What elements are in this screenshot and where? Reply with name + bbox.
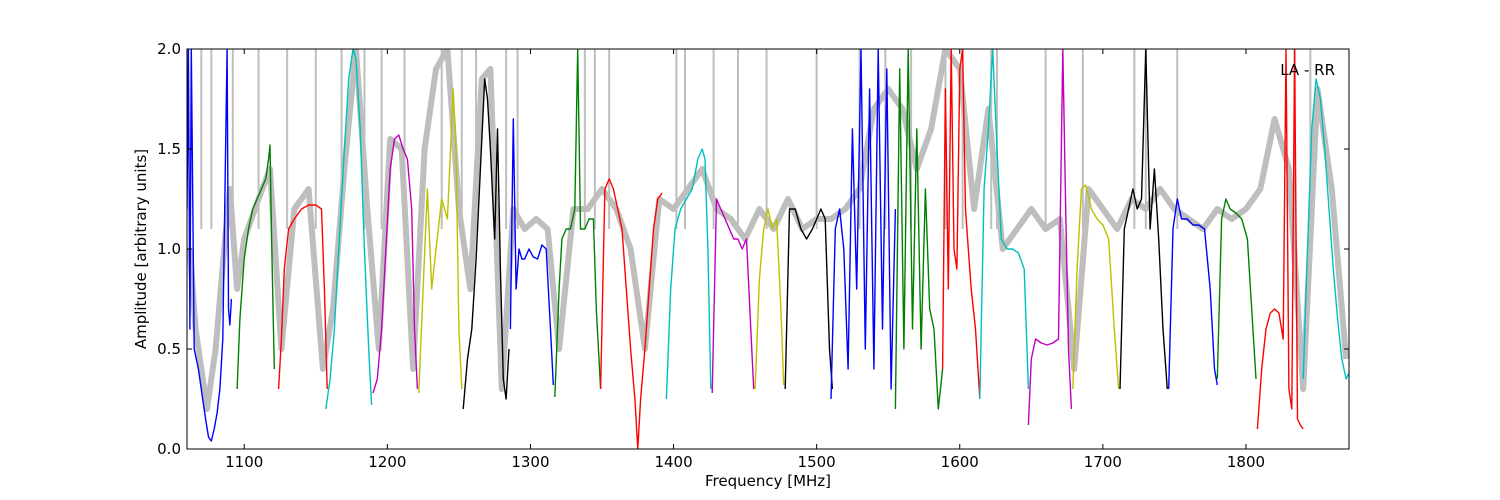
y-tick-label: 1.0 <box>157 240 181 258</box>
series-line-20 <box>1072 184 1120 390</box>
series-line-1 <box>187 49 233 442</box>
y-tick-label: 1.5 <box>157 140 181 158</box>
series-line-11 <box>665 148 712 400</box>
series-line-6 <box>418 88 463 394</box>
x-tick-label: 1400 <box>654 453 692 471</box>
series-line-21 <box>1119 49 1168 390</box>
series-line-15 <box>830 49 897 400</box>
x-tick-label: 1600 <box>941 453 979 471</box>
panel-annotation: LA - RR <box>1280 61 1335 79</box>
ticks-layer: 1100 1200 1300 1400 1500 1600 1700 1800 0.0 0.5 1.… <box>157 40 1349 471</box>
series-line-2 <box>236 144 275 390</box>
series-line-10 <box>599 178 663 449</box>
series-line-5 <box>372 134 419 394</box>
x-tick-label: 1200 <box>368 453 406 471</box>
series-line-18 <box>979 49 1030 400</box>
x-axis-label: Frequency [MHz] <box>705 472 831 490</box>
series-line-14 <box>784 208 834 390</box>
data-layer <box>187 49 1349 449</box>
x-tick-label: 1100 <box>225 453 263 471</box>
x-tick-label: 1800 <box>1227 453 1265 471</box>
x-tick-label: 1500 <box>798 453 836 471</box>
series-line-3 <box>277 204 328 390</box>
series-line-9 <box>554 49 602 398</box>
series-line-23 <box>1216 198 1257 380</box>
series-line-12 <box>711 198 755 394</box>
y-axis-label: Amplitude [arbitrary units] <box>132 149 150 349</box>
series-line-19 <box>1027 49 1073 426</box>
y-tick-label: 2.0 <box>157 40 181 58</box>
series-line-24 <box>1256 49 1304 430</box>
series-line-4 <box>325 49 373 410</box>
series-line-22 <box>1168 198 1218 390</box>
series-line-25 <box>1302 78 1349 380</box>
x-tick-label: 1300 <box>511 453 549 471</box>
x-tick-label: 1700 <box>1084 453 1122 471</box>
series-line-8 <box>509 118 554 386</box>
series-line-7 <box>462 78 510 410</box>
series-line-17 <box>941 49 981 400</box>
y-tick-label: 0.5 <box>157 340 181 358</box>
y-tick-label: 0.0 <box>157 440 181 458</box>
series-line-16 <box>894 49 944 410</box>
series-line-13 <box>754 208 785 390</box>
